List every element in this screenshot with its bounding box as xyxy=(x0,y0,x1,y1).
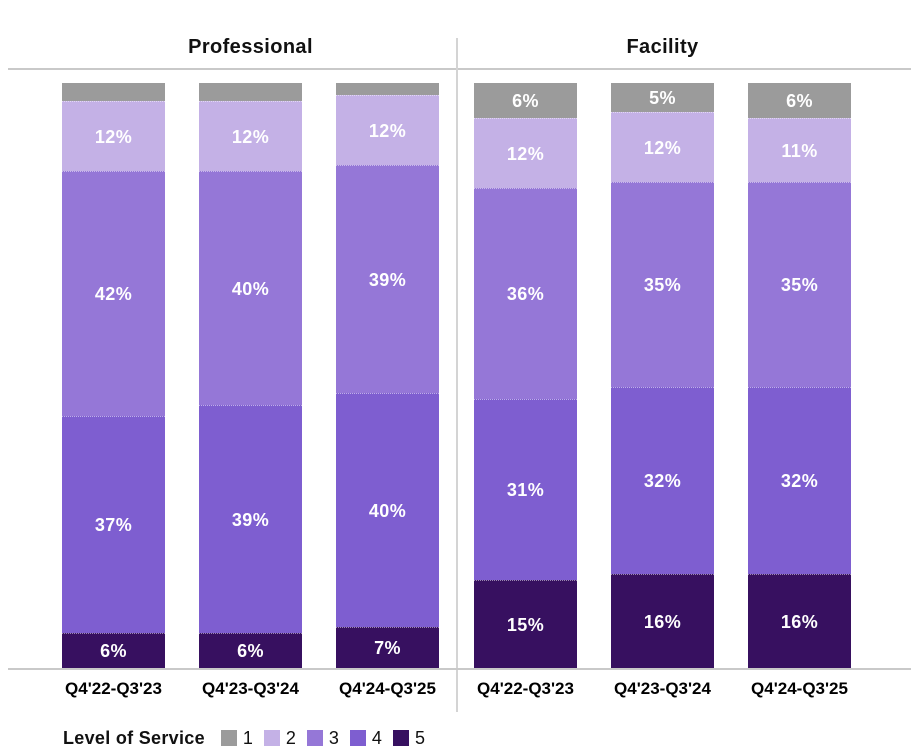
segment-value-label: 39% xyxy=(368,269,407,290)
panel-divider-line xyxy=(456,38,458,712)
x-axis-label: Q4'22-Q3'23 xyxy=(65,679,162,698)
legend-entry: 2 xyxy=(263,727,296,749)
x-axis-label: Q4'24-Q3'25 xyxy=(339,679,436,698)
segment-value-label: 15% xyxy=(506,614,545,635)
bar-segment-level-3: 40% xyxy=(199,171,302,405)
segment-value-label: 6% xyxy=(786,90,813,111)
bar-segment-level-5: 6% xyxy=(199,633,302,668)
segment-value-label: 16% xyxy=(643,611,682,632)
legend-swatch xyxy=(220,730,237,746)
legend-entries: 1 2 3 4 5 xyxy=(220,727,436,749)
stacked-bar: 6% 11% 35% 32% 16% xyxy=(748,83,851,668)
segment-value-label: 37% xyxy=(94,515,133,535)
segment-value-label: 35% xyxy=(780,275,819,295)
legend-entry-label: 2 xyxy=(285,727,296,748)
segment-value-label: 16% xyxy=(780,611,819,632)
segment-value-label: 6% xyxy=(100,641,127,661)
panel-title-facility: Facility xyxy=(626,36,699,58)
segment-value-label: 35% xyxy=(643,275,682,295)
bar-segment-level-1: 6% xyxy=(474,83,577,118)
bar-segment-level-1 xyxy=(199,83,302,101)
bar-segment-level-5: 15% xyxy=(474,580,577,668)
x-axis-label: Q4'24-Q3'25 xyxy=(751,679,848,698)
x-axis-label: Q4'23-Q3'24 xyxy=(202,679,299,698)
stacked-bar: 12% 40% 39% 6% xyxy=(199,83,302,668)
segment-value-label: 32% xyxy=(643,471,682,491)
bar-segment-level-5: 7% xyxy=(336,627,439,668)
legend-entry: 1 xyxy=(220,727,253,749)
bar-segment-level-2: 12% xyxy=(336,95,439,165)
bar-segment-level-4: 40% xyxy=(336,393,439,627)
stacked-bar: 12% 39% 40% 7% xyxy=(336,83,439,668)
segment-value-label: 7% xyxy=(374,638,401,658)
bar-segment-level-2: 11% xyxy=(748,118,851,182)
legend-swatch xyxy=(263,730,280,746)
panel-title-professional: Professional xyxy=(188,36,313,58)
legend-swatch xyxy=(306,730,323,746)
bar-segment-level-4: 32% xyxy=(611,387,714,574)
segment-value-label: 12% xyxy=(231,126,270,147)
segment-value-label: 5% xyxy=(649,87,676,108)
bar-segment-level-1 xyxy=(62,83,165,101)
legend-title: Level of Service xyxy=(63,727,205,748)
bar-segment-level-4: 39% xyxy=(199,405,302,633)
bar-segment-level-3: 39% xyxy=(336,165,439,393)
bar-segment-level-3: 36% xyxy=(474,188,577,399)
stacked-bar: 6% 12% 36% 31% 15% xyxy=(474,83,577,668)
segment-value-label: 6% xyxy=(237,641,264,661)
segment-value-label: 12% xyxy=(643,137,682,158)
bar-segment-level-3: 35% xyxy=(748,182,851,387)
bar-segment-level-4: 37% xyxy=(62,416,165,633)
bar-segment-level-2: 12% xyxy=(611,112,714,182)
x-axis-label: Q4'22-Q3'23 xyxy=(477,679,574,698)
segment-value-label: 6% xyxy=(512,90,539,111)
legend-swatch xyxy=(349,730,366,746)
bar-segment-level-4: 32% xyxy=(748,387,851,574)
bar-segment-level-5: 16% xyxy=(611,574,714,668)
legend-entry-label: 4 xyxy=(371,727,382,748)
segment-value-label: 40% xyxy=(231,278,270,299)
stacked-bar: 5% 12% 35% 32% 16% xyxy=(611,83,714,668)
segment-value-label: 12% xyxy=(506,143,545,164)
bar-segment-level-2: 12% xyxy=(62,101,165,171)
legend-swatch xyxy=(392,730,409,746)
bar-segment-level-1: 5% xyxy=(611,83,714,112)
top-axis-rule xyxy=(8,68,911,70)
bar-segment-level-1 xyxy=(336,83,439,95)
bar-segment-level-2: 12% xyxy=(199,101,302,171)
legend: Level of Service 1 2 3 4 5 xyxy=(63,727,436,749)
segment-value-label: 39% xyxy=(231,509,270,530)
segment-value-label: 12% xyxy=(94,126,133,147)
x-axis-label: Q4'23-Q3'24 xyxy=(614,679,711,698)
bar-segment-level-1: 6% xyxy=(748,83,851,118)
legend-entry-label: 1 xyxy=(242,727,253,748)
bar-segment-level-2: 12% xyxy=(474,118,577,188)
segment-value-label: 31% xyxy=(506,480,545,500)
segment-value-label: 11% xyxy=(781,140,818,161)
segment-value-label: 40% xyxy=(368,500,407,521)
stacked-bar: 12% 42% 37% 6% xyxy=(62,83,165,668)
segment-value-label: 36% xyxy=(506,284,545,304)
segment-value-label: 42% xyxy=(94,284,133,304)
bar-segment-level-5: 16% xyxy=(748,574,851,668)
legend-entry-label: 3 xyxy=(328,727,339,748)
bar-segment-level-3: 42% xyxy=(62,171,165,416)
legend-entry: 4 xyxy=(349,727,382,749)
x-axis-line xyxy=(8,668,911,670)
segment-value-label: 12% xyxy=(368,120,407,141)
legend-entry: 3 xyxy=(306,727,339,749)
bar-segment-level-3: 35% xyxy=(611,182,714,387)
bar-segment-level-5: 6% xyxy=(62,633,165,668)
legend-entry-label: 5 xyxy=(414,727,425,748)
segment-value-label: 32% xyxy=(780,471,819,491)
bar-segment-level-4: 31% xyxy=(474,399,577,580)
legend-entry: 5 xyxy=(392,727,425,749)
